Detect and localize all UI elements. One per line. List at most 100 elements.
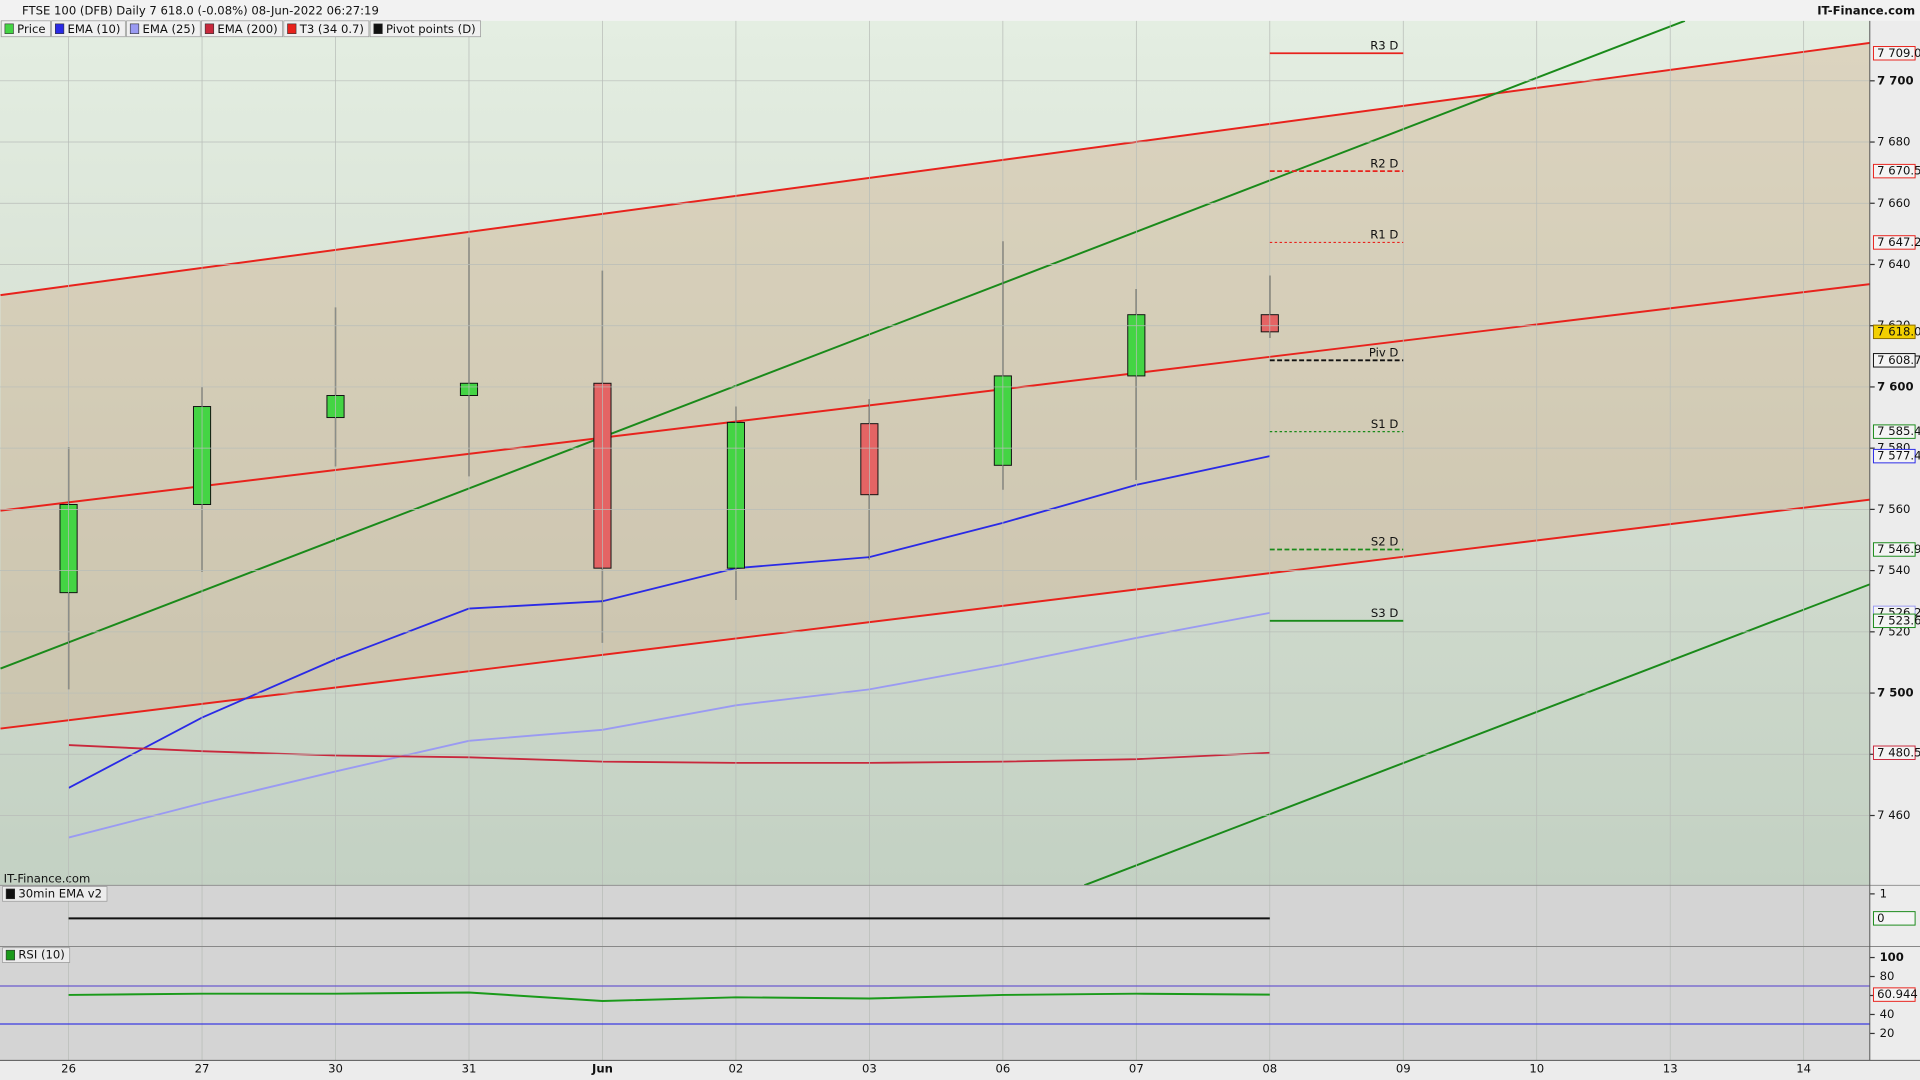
value-label: 7 670.5 [1877,164,1920,178]
value-label-box [1872,324,1916,340]
panel-icon [5,888,15,900]
value-label: 7 647.2 [1877,235,1920,249]
value-label-box [1872,46,1916,61]
y-tick-label: 7 460 [1877,808,1910,822]
x-tick-label: 09 [1396,1061,1411,1075]
legend-box [369,20,481,38]
value-label: 7 480.5 [1877,745,1920,759]
value-label: 7 709.0 [1877,46,1920,60]
value-label: 0 [1877,911,1884,925]
y-tick-label: 7 600 [1877,379,1913,393]
legend-label: EMA (25) [142,22,195,36]
legend-icon [373,23,383,34]
x-tick-label: 31 [462,1061,477,1075]
value-label: 7 546.9 [1877,542,1920,556]
ema-line [68,611,1270,839]
pivot-label: S3 D [1371,606,1398,620]
legend-label: Pivot points (D) [386,22,476,36]
y-tick-label: 7 500 [1877,686,1913,700]
legend-icon [54,23,65,34]
y-tick-label: 7 640 [1877,257,1910,271]
x-tick-label: 07 [1129,1061,1144,1075]
ema-line [68,455,1270,789]
legend-label: EMA (200) [217,22,277,36]
panel-title: RSI (10) [18,948,64,962]
legend-icon [4,23,14,34]
pivot-label: R1 D [1370,228,1398,242]
value-label: 7 608.7 [1877,353,1920,367]
y-tick-label: 40 [1880,1007,1895,1021]
x-tick-label: 10 [1529,1061,1544,1075]
value-label-box [1872,235,1916,250]
source: IT-Finance.com [1817,4,1915,18]
legend-box [201,20,283,38]
value-label: 7 577.4 [1877,449,1920,463]
legend-icon [287,23,297,34]
value-label: 7 618.0 [1877,324,1920,338]
channel-fill [0,42,1870,729]
trend-line [0,20,1686,670]
legend-icon [129,23,140,34]
plot-area [0,20,1870,886]
panel-title-box [2,947,71,963]
value-label-box [1872,448,1916,464]
chart-title: FTSE 100 (DFB) Daily 7 618.0 (-0.08%) 08… [22,4,379,18]
legend-icon [204,23,215,34]
trend-line [0,283,1870,512]
x-tick-label: 02 [729,1061,744,1075]
y-tick-label: 1 [1880,886,1887,900]
value-label: 7 585.4 [1877,424,1920,438]
value-label-box [1872,613,1916,629]
trend-line [1083,583,1870,886]
x-tick-label: 06 [995,1061,1010,1075]
y-tick-label: 20 [1880,1026,1895,1040]
legend-label: T3 (34 0.7) [299,22,364,36]
x-tick-label: 13 [1663,1061,1678,1075]
panel-title-box [2,886,108,902]
legend-box [283,20,370,38]
y-tick-label: 7 700 [1877,73,1913,87]
panel-icon [5,949,15,961]
value-label: 60.944 [1877,987,1918,1001]
x-tick-label: 03 [862,1061,877,1075]
pivot-label: S2 D [1371,535,1398,549]
value-label-box [1872,353,1916,368]
value-label-box [1872,424,1916,439]
pivot-label: S1 D [1371,417,1398,431]
value-label-box [1872,745,1916,760]
trend-line [0,498,1870,730]
legend-box [126,20,201,38]
value-label-box [1872,163,1916,179]
pivot-label: R2 D [1370,156,1398,170]
ema-line [68,744,1270,764]
y-tick-label: 100 [1880,950,1904,964]
x-tick-label: 26 [61,1061,76,1075]
y-tick-label: 7 660 [1877,196,1910,210]
indicator-line [68,991,1270,1002]
source-watermark: IT-Finance.com [4,872,91,886]
sub-panels [0,885,1870,1061]
value-label-box [1872,911,1916,926]
legend-label: Price [17,22,45,36]
legend-label: EMA (10) [68,22,121,36]
x-tick-label: 27 [195,1061,210,1075]
x-tick-label: 08 [1262,1061,1277,1075]
value-label: 7 523.6 [1877,613,1920,627]
x-tick-label: Jun [591,1061,613,1075]
panel-title: 30min EMA v2 [18,886,102,900]
value-label-box [1872,987,1916,1002]
pivot-label: R3 D [1370,38,1398,52]
trend-line [0,41,1870,297]
x-tick-label: 14 [1796,1061,1811,1075]
title-bar [0,0,1920,21]
value-label-box [1872,542,1916,557]
pivot-label: Piv D [1369,345,1399,359]
y-tick-label: 7 680 [1877,135,1910,149]
y-tick-label: 7 540 [1877,563,1910,577]
legend-box [51,20,126,38]
y-tick-label: 80 [1880,969,1895,983]
y-tick-label: 7 560 [1877,502,1910,516]
x-tick-label: 30 [328,1061,343,1075]
